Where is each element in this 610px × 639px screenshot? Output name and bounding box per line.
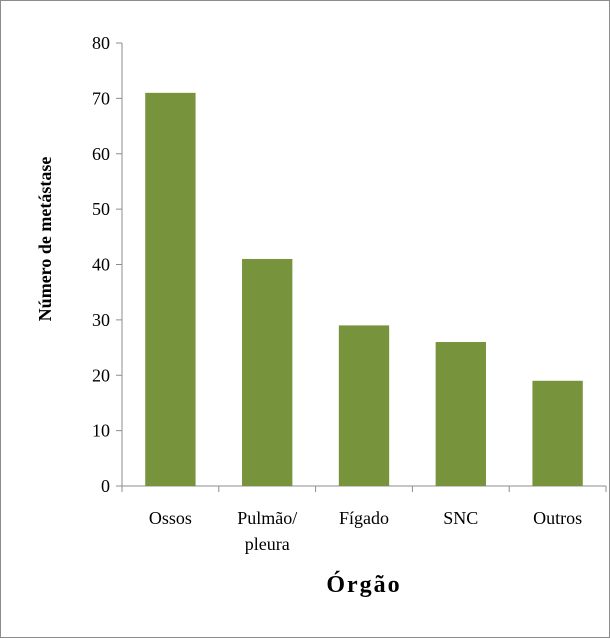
x-axis: Ossos Pulmão/pleura Fígado SNC Outros xyxy=(121,485,607,554)
y-tick-label: 30 xyxy=(92,310,110,330)
x-tick-label: Outros xyxy=(533,508,582,528)
y-axis-title: Número de metástase xyxy=(35,157,55,322)
x-tick-label: SNC xyxy=(443,508,478,528)
y-tick-label: 60 xyxy=(92,144,110,164)
y-tick-label: 50 xyxy=(92,199,110,219)
x-tick-label: Fígado xyxy=(339,508,389,528)
y-tick-label: 0 xyxy=(101,476,110,496)
y-tick-label: 20 xyxy=(92,365,110,385)
y-tick-label: 10 xyxy=(92,421,110,441)
x-tick-label: Ossos xyxy=(149,508,192,528)
bars xyxy=(145,92,583,487)
y-axis: 0 10 20 30 40 50 60 70 80 xyxy=(92,33,123,496)
x-tick-label: Pulmão/pleura xyxy=(237,508,297,554)
y-tick-label: 40 xyxy=(92,255,110,275)
bar xyxy=(145,92,196,487)
bar xyxy=(242,258,293,486)
x-axis-title: Órgão xyxy=(326,571,401,598)
y-tick-label: 70 xyxy=(92,88,110,108)
bar xyxy=(338,325,390,486)
bar xyxy=(435,342,486,486)
bar xyxy=(532,380,583,486)
y-tick-label: 80 xyxy=(92,33,110,53)
